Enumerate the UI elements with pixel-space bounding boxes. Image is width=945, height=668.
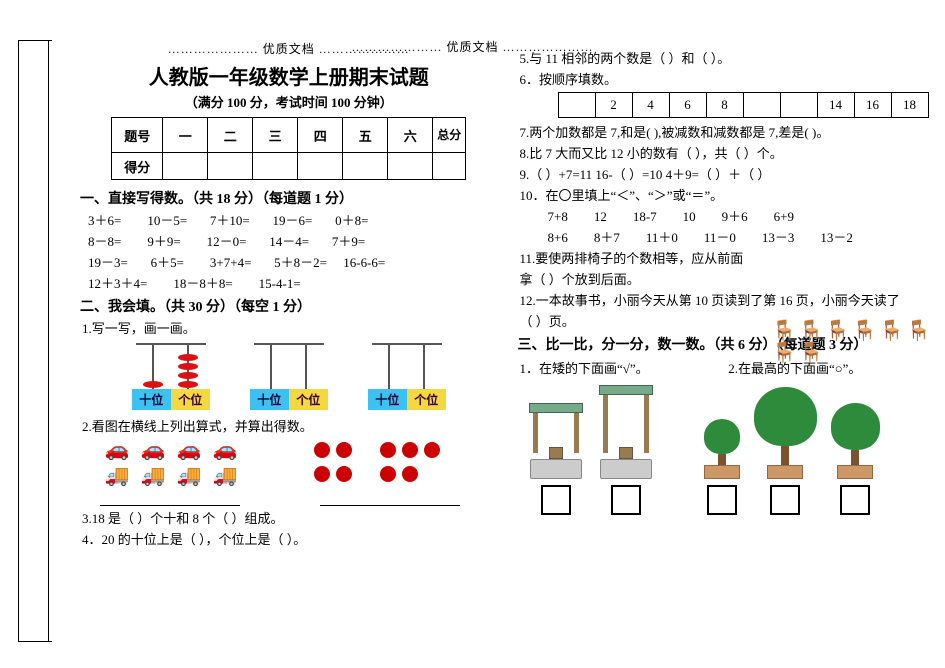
abacus-row: 十位个位 十位个位 十位个位 — [80, 343, 498, 410]
sequence-table: 2468141618 — [558, 92, 929, 118]
well-figure — [528, 403, 584, 515]
arith-row: 8－8= 9＋9= 12－0= 14－4= 7＋9= — [88, 231, 498, 250]
abacus: 十位个位 — [250, 343, 328, 410]
truck-icon: 🚚 — [136, 465, 170, 489]
answer-box — [541, 485, 571, 515]
q12-text: 12.一本故事书，小丽今天从第 10 页读到了第 16 页，小丽今天读了 — [520, 290, 936, 309]
arith-row: 3＋6= 10－5= 7＋10= 19－6= 0＋8= — [88, 210, 498, 229]
dot-icon — [424, 442, 440, 458]
car-icon: 🚗 — [100, 439, 134, 463]
stool-icon: 🪑 — [825, 321, 850, 341]
stool-icon: 🪑 — [879, 321, 904, 341]
dot-icon — [314, 442, 330, 458]
q11-text2: 拿（ ）个放到后面。 — [520, 269, 936, 288]
q10-text: 10．在〇里填上“＜”、“＞”或“＝”。 — [520, 185, 936, 204]
c1-text: 1．在矮的下面画“√”。 — [520, 358, 727, 377]
car-icon: 🚗 — [136, 439, 170, 463]
abacus: 十位个位 — [368, 343, 446, 410]
truck-icon: 🚚 — [208, 465, 242, 489]
dot-icon — [336, 466, 352, 482]
section-a-heading: 一、直接写得数。（共 18 分）（每道题 1 分） — [80, 188, 498, 208]
arith-row: 19－3= 6＋5= 3+7+4= 5＋8－2= 16-6-6= — [88, 252, 498, 271]
binding-margin — [18, 40, 52, 642]
exam-subtitle: （满分 100 分，考试时间 100 分钟） — [80, 92, 498, 111]
q7-text: 7.两个加数都是 7,和是( ),被减数和减数都是 7,差是( )。 — [520, 122, 936, 141]
page-content: ………………… 优质文档 ………………… 人教版一年级数学上册期末试题 （满分 … — [80, 40, 935, 658]
car-icon: 🚗 — [208, 439, 242, 463]
header-tag-col: ………………… 优质文档 ………………… — [80, 40, 498, 57]
tree-figure — [831, 403, 881, 515]
dot-icon — [380, 442, 396, 458]
stool-icon: 🪑 — [906, 321, 931, 341]
score-table: 题号 一 二 三 四 五 六 总分 得分 — [111, 117, 466, 180]
q2-answer-lines — [100, 491, 498, 506]
answer-box — [770, 485, 800, 515]
q10-row: 7+8 12 18-7 10 9＋6 6+9 — [548, 206, 936, 225]
q2-figures: 🚗🚗🚗🚗🚚🚚🚚🚚 — [100, 439, 498, 489]
vehicle-grid: 🚗🚗🚗🚗🚚🚚🚚🚚 — [100, 439, 242, 489]
compare-figures — [518, 385, 936, 515]
stool-icon: 🪑 — [772, 321, 797, 341]
section-b-heading: 二、我会填。（共 30 分）（每空 1 分） — [80, 296, 498, 316]
stool-icon: 🪑 — [772, 343, 797, 363]
tree-figure — [704, 419, 741, 515]
stool-icon: 🪑 — [798, 321, 823, 341]
q8-text: 8.比 7 大而又比 12 小的数有（ ），共（ ）个。 — [520, 143, 936, 162]
q9-text: 9.（ ）+7=11 16-（ ）=10 4＋9=（ ）＋（ ） — [520, 164, 936, 183]
score-row-label: 题号 — [112, 118, 163, 153]
dot-icon — [380, 466, 396, 482]
answer-box — [707, 485, 737, 515]
exam-title: 人教版一年级数学上册期末试题 — [80, 61, 498, 90]
q3-text: 3.18 是（ ）个十和 8 个（ ）组成。 — [82, 508, 498, 527]
dot-grid — [312, 439, 442, 489]
truck-icon: 🚚 — [100, 465, 134, 489]
truck-icon: 🚚 — [172, 465, 206, 489]
q4-text: 4．20 的十位上是（ ），个位上是（ ）。 — [82, 529, 498, 548]
well-group — [528, 385, 654, 515]
right-column: 5.与 11 相邻的两个数是（ ）和（ ）。 6．按顺序填数。 24681416… — [518, 40, 936, 658]
q6-text: 6．按顺序填数。 — [520, 69, 936, 88]
stool-icon: 🪑 — [852, 321, 877, 341]
car-icon: 🚗 — [172, 439, 206, 463]
dot-icon — [314, 466, 330, 482]
q5-text: 5.与 11 相邻的两个数是（ ）和（ ）。 — [520, 48, 936, 67]
score-total: 总分 — [433, 118, 466, 153]
stool-icon: 🪑 — [798, 343, 823, 363]
q11-text: 11.要使两排椅子的个数相等，应从前面 — [520, 248, 936, 267]
q2-text: 2.看图在横线上列出算式，并算出得数。 — [82, 416, 498, 435]
tree-figure — [754, 387, 816, 515]
well-figure — [598, 385, 654, 515]
stool-figure: 🪑🪑🪑🪑🪑🪑 🪑🪑 — [772, 321, 931, 363]
dot-icon — [336, 442, 352, 458]
tree-group — [704, 387, 881, 515]
arith-row: 12＋3＋4= 18－8＋8= 15-4-1= — [88, 273, 498, 292]
answer-box — [840, 485, 870, 515]
answer-box — [611, 485, 641, 515]
dot-icon — [402, 466, 418, 482]
abacus: 十位个位 — [132, 343, 210, 410]
q10-row: 8+6 8＋7 11＋0 11－0 13－3 13－2 — [548, 227, 936, 246]
left-column: ………………… 优质文档 ………………… 人教版一年级数学上册期末试题 （满分 … — [80, 40, 498, 658]
q1-text: 1.写一写，画一画。 — [82, 318, 498, 337]
dot-icon — [402, 442, 418, 458]
